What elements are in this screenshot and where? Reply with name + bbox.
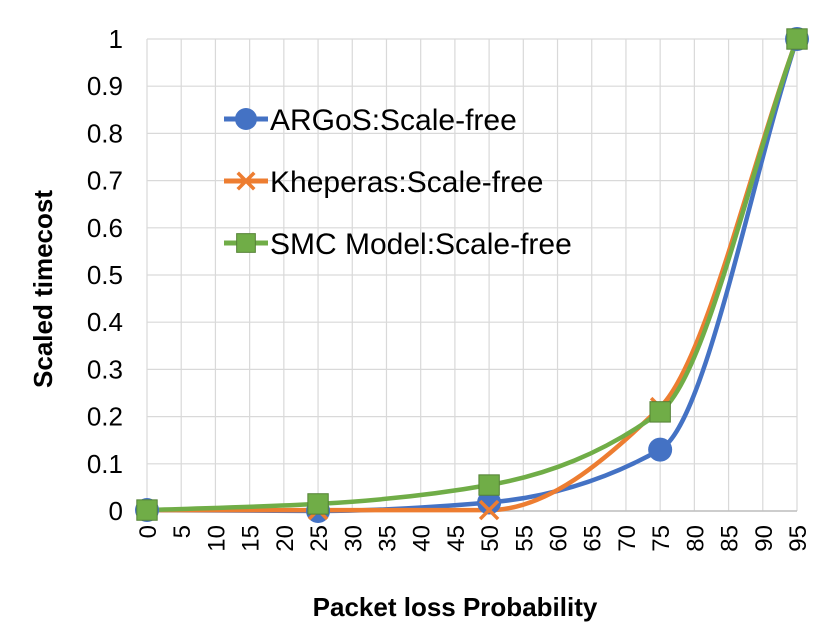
series-line-2 (144, 36, 800, 513)
data-point-s0-2 (477, 490, 502, 515)
x-tick-label-19: 95 (785, 525, 812, 552)
data-point-s2-4 (786, 28, 808, 50)
x-tick-labels: 0 5 10 15 20 25 30 35 40 45 50 55 60 65 70 75 80 85 90 95 (135, 525, 812, 552)
data-point-s2-3 (649, 401, 671, 423)
y-tick-label-3: 0.3 (87, 354, 123, 384)
grid-lines (146, 38, 798, 512)
x-tick-label-18: 90 (751, 525, 778, 552)
legend-item-2: SMC Model:Scale-free (224, 228, 572, 261)
x-tick-label-14: 70 (614, 525, 641, 552)
y-tick-label-7: 0.7 (87, 166, 123, 196)
x-tick-label-1: 5 (169, 525, 196, 538)
legend-label-2: SMC Model:Scale-free (270, 228, 572, 261)
y-tick-label-6: 0.6 (87, 213, 123, 243)
y-tick-label-8: 0.8 (87, 118, 123, 148)
x-tick-label-12: 60 (546, 525, 573, 552)
legend-marker-2 (236, 233, 256, 253)
x-tick-label-15: 75 (648, 525, 675, 552)
legend-marker-0 (235, 108, 257, 130)
x-tick-label-0: 0 (135, 525, 162, 538)
x-tick-label-6: 30 (340, 525, 367, 552)
y-tick-label-10: 1 (109, 24, 123, 54)
y-tick-label-4: 0.4 (87, 307, 123, 337)
data-point-s2-1 (307, 493, 329, 515)
x-tick-label-13: 65 (580, 525, 607, 552)
legend-label-0: ARGoS:Scale-free (270, 104, 517, 137)
legend: ARGoS:Scale-free Kheperas:Scale-free SMC M… (224, 104, 572, 261)
data-point-s2-2 (478, 474, 500, 496)
x-tick-label-9: 45 (443, 525, 470, 552)
x-tick-label-5: 25 (306, 525, 333, 552)
y-tick-label-9: 0.9 (87, 71, 123, 101)
data-point-s1-2 (478, 499, 500, 521)
x-tick-label-16: 80 (682, 525, 709, 552)
series-markers (135, 27, 809, 523)
x-axis-title: Packet loss Probability (313, 592, 598, 622)
series-lines (144, 36, 800, 514)
y-tick-label-5: 0.5 (87, 260, 123, 290)
x-tick-label-17: 85 (717, 525, 744, 552)
x-tick-label-4: 20 (272, 525, 299, 552)
y-axis-title: Scaled timecost (28, 190, 58, 388)
y-tick-label-0: 0 (109, 496, 123, 526)
data-point-s2-0 (136, 499, 158, 521)
x-tick-label-11: 55 (511, 525, 538, 552)
x-tick-label-3: 15 (238, 525, 265, 552)
data-point-s0-3 (648, 437, 673, 462)
x-tick-label-8: 40 (409, 525, 436, 552)
legend-marker-1 (236, 171, 256, 191)
y-tick-labels: 0 0.1 0.2 0.3 0.4 0.5 0.6 0.7 0.8 0.9 1 (87, 24, 123, 526)
y-tick-label-2: 0.2 (87, 402, 123, 432)
x-tick-label-7: 35 (374, 525, 401, 552)
legend-item-0: ARGoS:Scale-free (224, 104, 517, 137)
y-tick-label-1: 0.1 (87, 449, 123, 479)
x-tick-label-2: 10 (203, 525, 230, 552)
legend-label-1: Kheperas:Scale-free (270, 166, 544, 199)
legend-item-1: Kheperas:Scale-free (224, 166, 544, 199)
x-tick-label-10: 50 (477, 525, 504, 552)
